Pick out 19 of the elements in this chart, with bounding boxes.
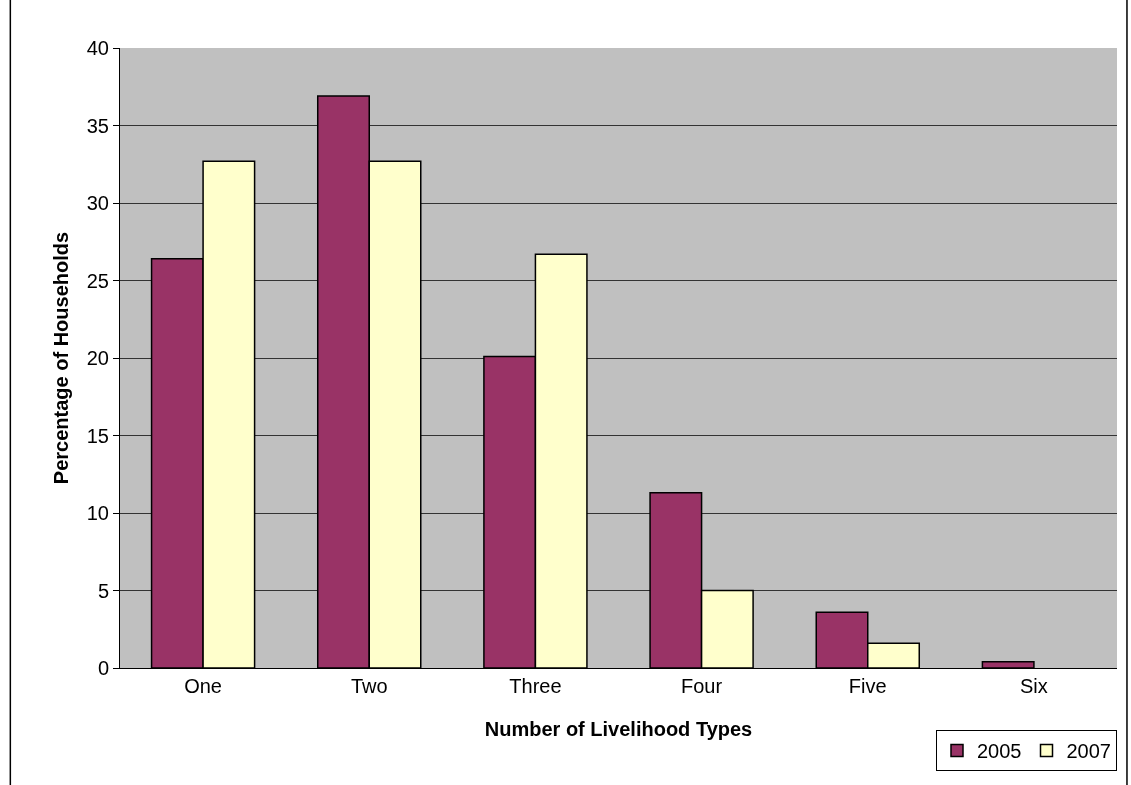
y-tick-label: 15 [86,424,109,447]
y-tick-label: 35 [86,114,109,137]
y-tick-label: 20 [86,347,109,369]
y-tick-label: 0 [97,657,109,679]
legend-label: 2005 [977,740,1022,763]
x-tick-label: Four [681,675,723,697]
x-tick-label: Six [1020,675,1048,697]
y-axis-title: Percentage of Households [50,231,73,485]
x-axis-title: Number of Livelihood Types [484,717,753,740]
legend-label: 2007 [1066,740,1111,763]
y-tick-label: 5 [97,579,109,602]
x-tick-label: One [184,675,222,697]
y-tick-label: 40 [86,37,109,59]
y-tick-label: 30 [86,192,109,214]
y-tick-label: 10 [86,502,109,524]
x-tick-label: Three [509,675,562,697]
x-tick-label: Five [848,675,887,697]
y-tick-label: 25 [86,269,109,292]
x-tick-label: Two [350,675,388,697]
